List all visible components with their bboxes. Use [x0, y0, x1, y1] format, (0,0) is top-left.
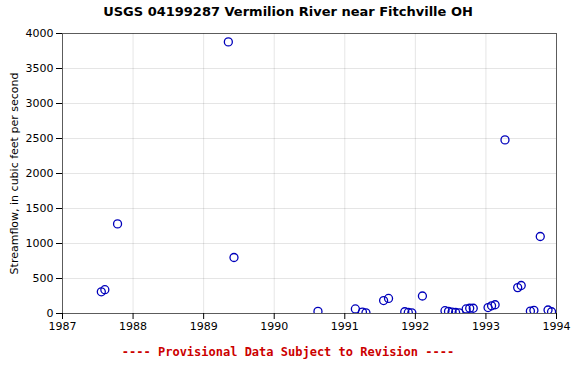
svg-text:3500: 3500: [26, 62, 54, 75]
svg-text:1994: 1994: [543, 320, 571, 333]
svg-text:2000: 2000: [26, 167, 54, 180]
svg-text:1987: 1987: [49, 320, 77, 333]
svg-text:1989: 1989: [190, 320, 218, 333]
svg-text:1991: 1991: [331, 320, 359, 333]
html-text:USGS 04199287 Vermilion River: USGS 04199287 Vermilion River near Fitch…: [103, 4, 473, 19]
svg-text:1992: 1992: [401, 320, 429, 333]
svg-text:2500: 2500: [26, 132, 54, 145]
svg-text:1500: 1500: [26, 202, 54, 215]
svg-text:500: 500: [33, 272, 54, 285]
svg-text:3000: 3000: [26, 97, 54, 110]
svg-text:1000: 1000: [26, 237, 54, 250]
html-text:---- Provisional Data Subject: ---- Provisional Data Subject to Revisio…: [121, 345, 455, 359]
svg-text:0: 0: [47, 307, 54, 320]
svg-text:1990: 1990: [260, 320, 288, 333]
svg-text:Streamflow, in cubic feet per: Streamflow, in cubic feet per second: [8, 73, 21, 275]
svg-text:1993: 1993: [472, 320, 500, 333]
svg-text:1988: 1988: [119, 320, 147, 333]
svg-text:4000: 4000: [26, 27, 54, 40]
